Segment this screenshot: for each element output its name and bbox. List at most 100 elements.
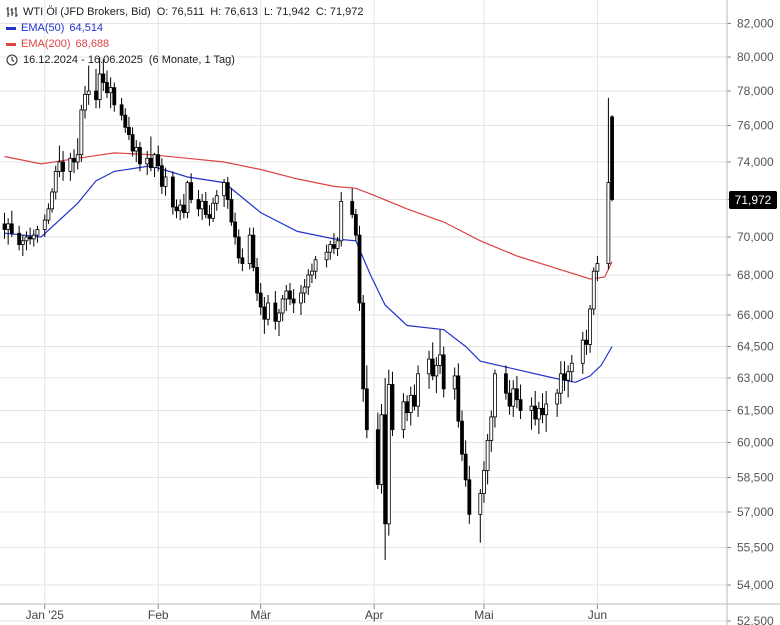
- candle-body-up: [482, 470, 486, 495]
- candle-body-down: [610, 116, 614, 200]
- candle-body-down: [127, 126, 131, 136]
- candle-body-down: [181, 204, 186, 214]
- candle: [31, 229, 36, 247]
- ema200-swatch: [6, 42, 16, 46]
- candle: [456, 363, 461, 428]
- candle: [331, 233, 336, 255]
- chart-legend: WTI Öl (JFD Brokers, Bid) O: 76,511 H: 7…: [6, 4, 364, 68]
- candle-body-down: [17, 232, 22, 246]
- candle: [200, 193, 205, 221]
- candle: [379, 404, 384, 494]
- candle: [485, 433, 490, 485]
- candle-body-down: [233, 221, 237, 238]
- legend-ohlc-row: WTI Öl (JFD Brokers, Bid) O: 76,511 H: 7…: [6, 4, 364, 20]
- candle-body-down: [273, 302, 278, 322]
- candle: [53, 165, 58, 200]
- candle-body-up: [416, 373, 420, 407]
- candle: [412, 384, 417, 411]
- candle-body-down: [170, 176, 175, 208]
- date-range: 16.12.2024 - 16.06.2025: [23, 54, 143, 66]
- candle-body-up: [152, 154, 157, 169]
- candle-body-down: [412, 394, 417, 407]
- candle: [46, 203, 51, 224]
- candle-body-down: [562, 373, 567, 381]
- candle: [94, 68, 98, 109]
- candle: [375, 412, 380, 489]
- candle-body-down: [405, 401, 410, 414]
- candle-body-up: [452, 375, 457, 390]
- candle-body-up: [558, 373, 563, 394]
- candle: [101, 58, 106, 91]
- candle: [138, 141, 142, 172]
- candle: [529, 397, 534, 430]
- candle: [61, 151, 65, 181]
- candle: [35, 225, 40, 243]
- candle-body-down: [28, 236, 33, 240]
- candle-body-down: [94, 90, 98, 101]
- candle-body-up: [324, 251, 329, 261]
- y-tick-label: 70,000: [737, 230, 774, 244]
- last-price-tag: 71,972: [729, 191, 777, 210]
- candle: [386, 369, 391, 536]
- candle: [606, 97, 611, 270]
- candle-body-down: [72, 157, 76, 163]
- candle: [299, 285, 303, 315]
- y-tick-label: 74,000: [737, 155, 774, 169]
- candle: [68, 152, 73, 181]
- candle: [504, 365, 508, 400]
- candle-body-up: [493, 373, 497, 418]
- y-axis-labels: 82,00080,00078,00076,00074,00072,00070,0…: [737, 17, 774, 625]
- candle: [225, 177, 230, 209]
- candlestick-series: [2, 57, 614, 560]
- y-tick-label: 76,000: [737, 119, 774, 133]
- candle: [536, 401, 541, 434]
- candle: [247, 227, 252, 270]
- candle-body-up: [280, 298, 285, 314]
- candle-body-down: [123, 114, 128, 128]
- y-tick-label: 61,500: [737, 404, 774, 418]
- candle: [174, 199, 179, 219]
- candle: [266, 295, 270, 326]
- candle-body-up: [566, 371, 571, 381]
- candle-body-down: [262, 306, 267, 320]
- candle-body-up: [536, 407, 541, 420]
- candle-body-up: [79, 109, 84, 156]
- candle-body-down: [251, 234, 256, 268]
- candle: [130, 127, 135, 157]
- candle-body-down: [518, 399, 523, 411]
- candle-body-down: [225, 182, 230, 200]
- candle-body-up: [408, 394, 413, 414]
- candle-body-up: [595, 263, 600, 272]
- candle-body-up: [580, 339, 585, 364]
- candle-body-up: [511, 388, 516, 407]
- candle-body-up: [427, 358, 431, 375]
- candle-body-down: [467, 479, 472, 515]
- bars-icon: [6, 7, 18, 17]
- candle-body-down: [119, 104, 124, 116]
- candle: [562, 361, 567, 391]
- candle-body-up: [306, 274, 311, 288]
- candle: [189, 173, 194, 204]
- candle: [310, 263, 314, 283]
- candle-body-up: [478, 493, 483, 515]
- candle-body-down: [383, 414, 388, 525]
- candle-body-up: [339, 200, 344, 242]
- candle-body-up: [247, 234, 252, 265]
- candle: [566, 365, 571, 398]
- candle: [416, 365, 420, 417]
- candle-body-down: [361, 302, 366, 390]
- candle: [515, 375, 519, 409]
- candle: [163, 167, 168, 196]
- candle-body-up: [68, 157, 73, 172]
- candle: [277, 309, 281, 336]
- ema50-swatch: [6, 26, 16, 30]
- candle: [584, 329, 589, 355]
- candle: [427, 350, 431, 389]
- ema200-value: 68,688: [75, 38, 110, 50]
- candle-body-up: [6, 223, 11, 230]
- candle: [50, 188, 54, 213]
- candle-body-up: [588, 308, 592, 345]
- candle-body-up: [50, 191, 54, 210]
- clock-icon: [6, 54, 18, 66]
